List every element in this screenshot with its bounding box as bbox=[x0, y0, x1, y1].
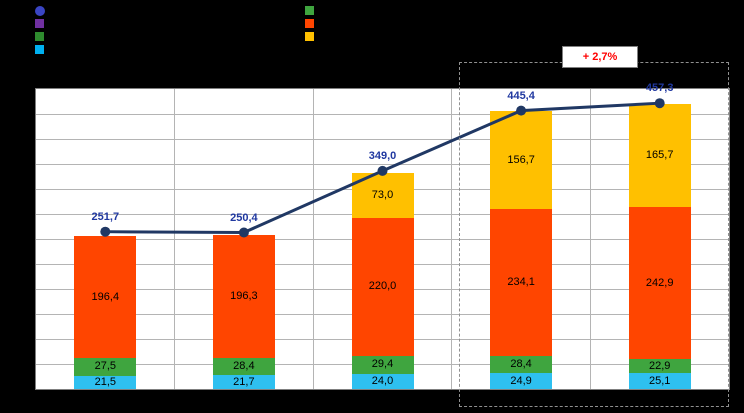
legend-item-series-dark-green bbox=[35, 30, 305, 43]
legend-item-series-green bbox=[305, 4, 575, 17]
bar-segment-orange: 242,9 bbox=[628, 207, 691, 359]
gridline-vertical bbox=[589, 89, 591, 389]
bar-segment-cyan-bottom: 24,0 bbox=[351, 374, 414, 389]
line-point-label: 457,3 bbox=[645, 82, 674, 95]
bar-segment-green: 27,5 bbox=[74, 358, 137, 376]
legend-label bbox=[50, 45, 210, 54]
line-point-marker bbox=[654, 98, 665, 109]
series-green-swatch bbox=[305, 6, 314, 15]
bar-segment-orange: 196,3 bbox=[212, 235, 275, 358]
segment-value-label: 220,0 bbox=[368, 280, 397, 293]
segment-value-label: 24,9 bbox=[510, 374, 532, 387]
legend-column bbox=[35, 4, 305, 56]
bar-segment-green: 28,4 bbox=[212, 357, 275, 376]
segment-value-label: 21,5 bbox=[94, 375, 116, 388]
chart-legend bbox=[35, 4, 575, 56]
segment-value-label: 234,1 bbox=[507, 276, 535, 289]
line-point-marker bbox=[377, 165, 388, 176]
legend-item-total-line bbox=[35, 4, 305, 17]
legend-label bbox=[320, 6, 480, 15]
segment-value-label: 196,3 bbox=[230, 289, 258, 302]
segment-value-label: 165,7 bbox=[645, 148, 674, 161]
bar-segment-green: 28,4 bbox=[490, 355, 553, 374]
legend-label bbox=[320, 32, 480, 41]
total-line-swatch bbox=[35, 5, 45, 16]
bar-segment-cyan-bottom: 24,9 bbox=[490, 373, 553, 389]
total-line-layer bbox=[100, 98, 665, 238]
series-dark-green-swatch bbox=[35, 32, 44, 41]
segment-value-label: 21,7 bbox=[233, 375, 255, 388]
legend-column bbox=[305, 4, 575, 56]
segment-value-label: 196,4 bbox=[91, 290, 120, 303]
legend-item-series-orange bbox=[305, 17, 575, 30]
gridline-horizontal bbox=[36, 138, 729, 140]
bar-segment-orange: 196,4 bbox=[74, 235, 137, 359]
gridline-horizontal bbox=[36, 163, 729, 165]
gridline-vertical bbox=[312, 89, 314, 389]
line-point-label: 251,7 bbox=[91, 210, 120, 223]
legend-label bbox=[50, 32, 210, 41]
gridline-horizontal bbox=[36, 113, 729, 115]
segment-value-label: 22,9 bbox=[648, 359, 671, 372]
legend-label bbox=[320, 19, 480, 28]
segment-value-label: 73,0 bbox=[371, 188, 394, 201]
bar-segment-yellow-top: 165,7 bbox=[628, 103, 691, 208]
legend-label bbox=[51, 6, 211, 15]
legend-item-series-purple bbox=[35, 17, 305, 30]
gridline-vertical bbox=[174, 89, 176, 389]
growth-annotation: + 2,7% bbox=[562, 46, 638, 68]
segment-value-label: 28,4 bbox=[233, 360, 255, 373]
line-point-label: 349,0 bbox=[368, 149, 397, 162]
legend-item-series-cyan bbox=[35, 43, 305, 56]
line-point-label: 445,4 bbox=[507, 89, 535, 102]
bar-segment-green: 29,4 bbox=[351, 355, 414, 374]
bar-segment-green: 22,9 bbox=[628, 359, 691, 374]
line-point-label: 250,4 bbox=[230, 211, 258, 224]
bar-segment-cyan-bottom: 21,5 bbox=[74, 375, 137, 389]
plot-area: 21,5 27,5 196,4 21,7 28,4 196,3 24,0 29,4 220,0 7… bbox=[35, 82, 730, 390]
line-point-marker bbox=[238, 227, 249, 238]
bar-segment-orange: 234,1 bbox=[490, 209, 553, 356]
segment-value-label: 27,5 bbox=[94, 360, 116, 373]
line-point-marker bbox=[516, 105, 527, 116]
gridline-vertical bbox=[451, 89, 453, 389]
legend-label bbox=[50, 19, 210, 28]
bar-segment-orange: 220,0 bbox=[351, 218, 414, 356]
series-orange-swatch bbox=[305, 19, 314, 28]
series-yellow-swatch bbox=[305, 32, 314, 41]
segment-value-label: 25,1 bbox=[648, 374, 671, 387]
segment-value-label: 242,9 bbox=[645, 276, 674, 289]
series-purple-swatch bbox=[35, 19, 44, 28]
segment-value-label: 29,4 bbox=[371, 358, 394, 371]
segment-value-label: 156,7 bbox=[507, 153, 535, 166]
line-point-marker bbox=[100, 226, 111, 237]
growth-annotation-text: + 2,7% bbox=[582, 51, 618, 63]
bar-segment-cyan-bottom: 21,7 bbox=[212, 375, 275, 389]
series-cyan-swatch bbox=[35, 45, 44, 54]
bar-segment-cyan-bottom: 25,1 bbox=[628, 373, 691, 389]
segment-value-label: 24,0 bbox=[371, 375, 394, 387]
legend-item-series-yellow bbox=[305, 30, 575, 43]
bar-segment-yellow-top: 156,7 bbox=[490, 111, 553, 210]
segment-value-label: 28,4 bbox=[510, 358, 532, 371]
